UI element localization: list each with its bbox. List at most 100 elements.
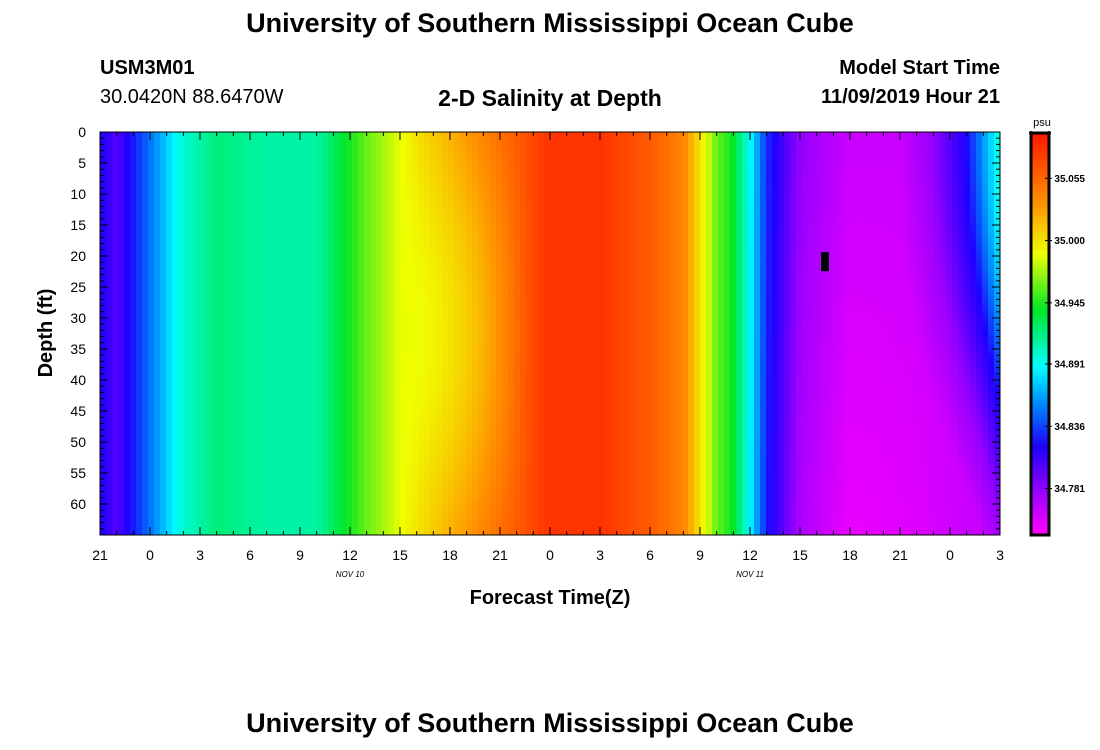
heatmap-cell — [160, 424, 167, 429]
heatmap-cell — [310, 372, 317, 377]
heatmap-cell — [208, 416, 215, 421]
heatmap-cell — [376, 332, 383, 337]
heatmap-cell — [178, 380, 185, 385]
heatmap-cell — [328, 232, 335, 237]
heatmap-cell — [244, 420, 251, 425]
heatmap-cell — [274, 168, 281, 173]
heatmap-cell — [190, 240, 197, 245]
heatmap-cell — [136, 188, 143, 193]
heatmap-cell — [274, 264, 281, 269]
heatmap-cell — [370, 360, 377, 365]
heatmap-cell — [178, 256, 185, 261]
heatmap-cell — [106, 364, 113, 369]
heatmap-cell — [244, 144, 251, 149]
heatmap-cell — [304, 264, 311, 269]
heatmap-cell — [196, 376, 203, 381]
heatmap-cell — [172, 200, 179, 205]
heatmap-cell — [190, 140, 197, 145]
heatmap-cell — [196, 216, 203, 221]
heatmap-cell — [256, 204, 263, 209]
heatmap-cell — [286, 168, 293, 173]
heatmap-cell — [352, 368, 359, 373]
heatmap-cell — [124, 488, 131, 493]
heatmap-cell — [178, 348, 185, 353]
heatmap-cell — [106, 160, 113, 165]
heatmap-cell — [154, 316, 161, 321]
heatmap-cell — [364, 156, 371, 161]
heatmap-cell — [376, 392, 383, 397]
heatmap-cell — [322, 428, 329, 433]
heatmap-cell — [100, 308, 107, 313]
heatmap-cell — [202, 180, 209, 185]
heatmap-cell — [328, 376, 335, 381]
heatmap-cell — [256, 348, 263, 353]
heatmap-cell — [238, 284, 245, 289]
heatmap-cell — [166, 360, 173, 365]
heatmap-cell — [310, 456, 317, 461]
heatmap-cell — [190, 252, 197, 257]
heatmap-cell — [136, 456, 143, 461]
heatmap-cell — [292, 512, 299, 517]
heatmap-cell — [352, 324, 359, 329]
heatmap-cell — [268, 452, 275, 457]
heatmap-cell — [370, 440, 377, 445]
heatmap-cell — [106, 444, 113, 449]
heatmap-cell — [214, 344, 221, 349]
heatmap-cell — [166, 512, 173, 517]
heatmap-cell — [340, 152, 347, 157]
heatmap-cell — [172, 204, 179, 209]
heatmap-cell — [172, 400, 179, 405]
heatmap-cell — [250, 512, 257, 517]
heatmap-cell — [328, 168, 335, 173]
heatmap-cell — [238, 184, 245, 189]
heatmap-cell — [238, 480, 245, 485]
heatmap-cell — [388, 348, 395, 353]
heatmap-cell — [382, 208, 389, 213]
heatmap-cell — [370, 324, 377, 329]
heatmap-cell — [190, 184, 197, 189]
heatmap-cell — [148, 292, 155, 297]
heatmap-cell — [208, 164, 215, 169]
heatmap-cell — [100, 348, 107, 353]
heatmap-cell — [250, 324, 257, 329]
heatmap-cell — [244, 180, 251, 185]
heatmap-cell — [148, 352, 155, 357]
heatmap-cell — [124, 244, 131, 249]
heatmap-cell — [178, 480, 185, 485]
heatmap-cell — [178, 148, 185, 153]
heatmap-cell — [274, 284, 281, 289]
heatmap-cell — [244, 500, 251, 505]
heatmap-cell — [184, 360, 191, 365]
heatmap-cell — [238, 464, 245, 469]
heatmap-cell — [220, 400, 227, 405]
heatmap-cell — [244, 240, 251, 245]
heatmap-cell — [142, 504, 149, 509]
heatmap-cell — [166, 160, 173, 165]
heatmap-cell — [334, 396, 341, 401]
heatmap-cell — [238, 484, 245, 489]
heatmap-cell — [388, 376, 395, 381]
heatmap-cell — [172, 360, 179, 365]
heatmap-cell — [310, 252, 317, 257]
heatmap-cell — [208, 464, 215, 469]
heatmap-cell — [322, 448, 329, 453]
heatmap-cell — [298, 208, 305, 213]
heatmap-cell — [352, 340, 359, 345]
heatmap-cell — [334, 512, 341, 517]
heatmap-cell — [178, 520, 185, 525]
heatmap-cell — [154, 344, 161, 349]
heatmap-cell — [130, 292, 137, 297]
heatmap-cell — [388, 360, 395, 365]
heatmap-cell — [286, 428, 293, 433]
heatmap-cell — [358, 200, 365, 205]
heatmap-cell — [172, 288, 179, 293]
heatmap-cell — [100, 336, 107, 341]
heatmap-cell — [118, 232, 125, 237]
heatmap-cell — [280, 280, 287, 285]
heatmap-cell — [130, 488, 137, 493]
heatmap-cell — [244, 312, 251, 317]
heatmap-cell — [226, 156, 233, 161]
heatmap-cell — [382, 132, 389, 137]
heatmap-cell — [328, 472, 335, 477]
heatmap-cell — [394, 164, 401, 169]
